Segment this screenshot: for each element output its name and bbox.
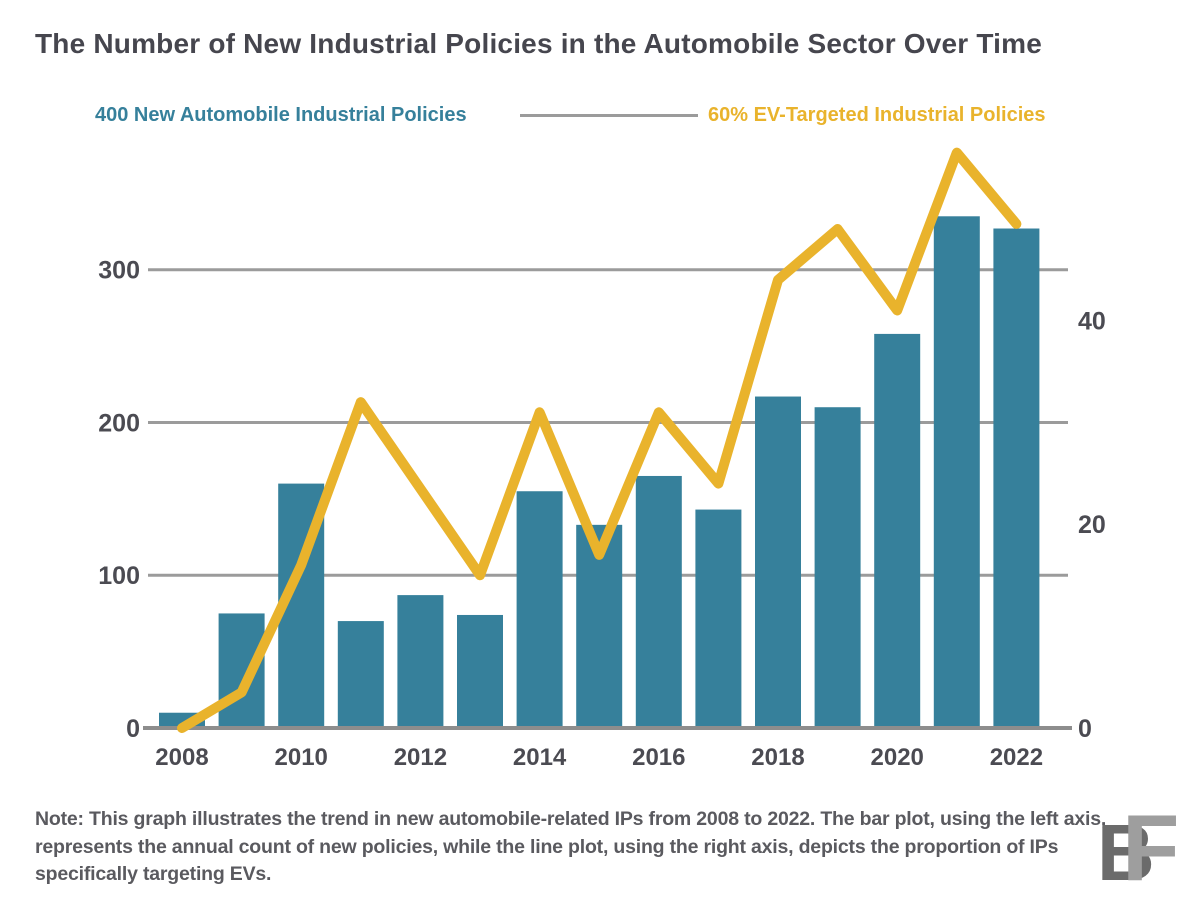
legend-right-axis-label: 60% EV-Targeted Industrial Policies — [708, 104, 1046, 126]
bar-2017 — [695, 509, 742, 728]
legend-connector-line — [520, 114, 698, 117]
page-title: The Number of New Industrial Policies in… — [35, 28, 1043, 59]
bar-2016 — [635, 475, 682, 728]
ev-share-line — [177, 147, 1022, 733]
x-axis-tick-2008: 2008 — [155, 744, 208, 771]
bar-2012 — [397, 595, 444, 728]
left-axis-tick-200: 200 — [98, 409, 140, 437]
right-axis-tick-0: 0 — [1078, 715, 1092, 743]
logo-monogram: B F — [1095, 795, 1190, 895]
x-axis-tick-2022: 2022 — [990, 744, 1043, 771]
note-text: Note: This graph illustrates the trend i… — [35, 808, 1107, 886]
logo-letter-f: F — [1122, 795, 1180, 900]
right-axis-tick-40: 40 — [1078, 307, 1106, 335]
x-axis-tick-2018: 2018 — [751, 744, 804, 771]
bar-2014 — [516, 491, 563, 728]
bar-2011 — [337, 621, 384, 728]
x-axis-tick-2010: 2010 — [275, 744, 328, 771]
bar-2009 — [218, 613, 265, 728]
bar-2022 — [993, 228, 1040, 728]
x-axis-tick-2016: 2016 — [632, 744, 685, 771]
left-axis-tick-0: 0 — [126, 715, 140, 743]
x-axis-tick-2012: 2012 — [394, 744, 447, 771]
left-axis-tick-300: 300 — [98, 257, 140, 285]
legend-left-axis-label: 400 New Automobile Industrial Policies — [95, 104, 467, 126]
bar-2013 — [457, 614, 503, 728]
left-axis-tick-100: 100 — [98, 562, 140, 590]
bar-2019 — [814, 407, 861, 728]
right-axis-tick-20: 20 — [1078, 511, 1106, 539]
bar-2020 — [874, 333, 921, 728]
bar-2021 — [933, 216, 980, 728]
bar-2018 — [755, 396, 801, 728]
x-axis-tick-2014: 2014 — [513, 744, 567, 771]
logo-letter-b: B — [1097, 808, 1155, 897]
x-axis-tick-2020: 2020 — [871, 744, 924, 771]
